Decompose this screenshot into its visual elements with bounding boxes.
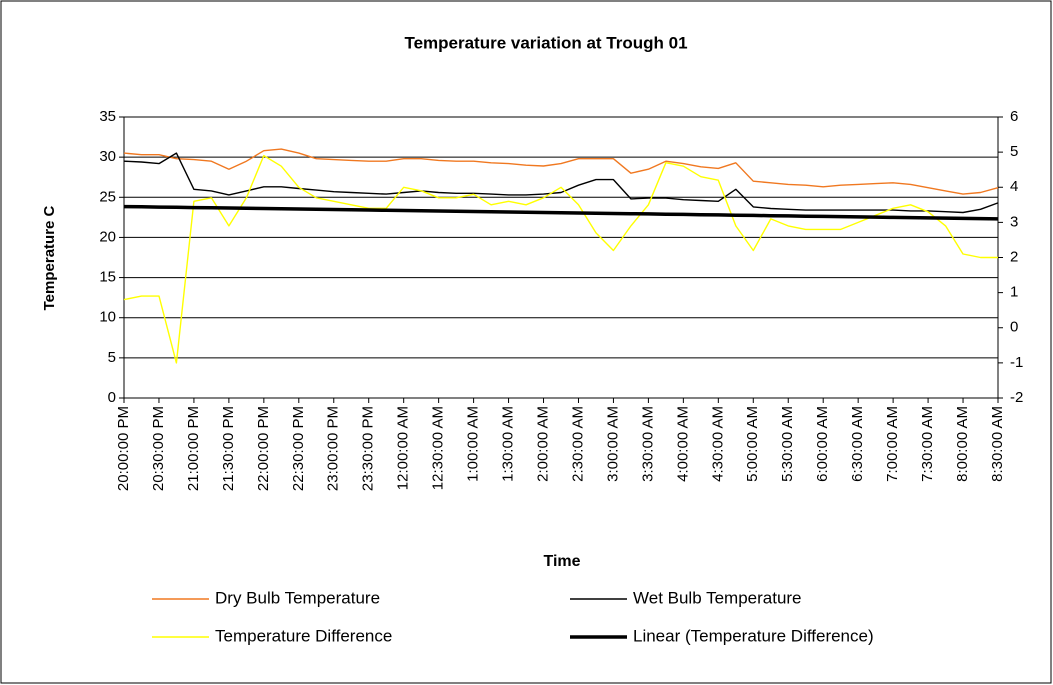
x-tick-label: 23:00:00 PM	[325, 406, 342, 491]
x-tick-label: 2:30:00 AM	[569, 406, 586, 482]
y-tick-label: 10	[99, 309, 116, 326]
y2-tick-label: 1	[1010, 284, 1018, 301]
x-tick-label: 20:30:00 PM	[150, 406, 167, 491]
x-tick-label: 23:30:00 PM	[360, 406, 377, 491]
y-tick-label: 35	[99, 108, 116, 125]
y2-tick-label: 0	[1010, 319, 1018, 336]
x-tick-label: 22:00:00 PM	[255, 406, 272, 491]
chart-title: Temperature variation at Trough 01	[404, 33, 687, 52]
x-tick-label: 3:30:00 AM	[639, 406, 656, 482]
x-tick-label: 1:00:00 AM	[465, 406, 482, 482]
x-tick-label: 21:00:00 PM	[185, 406, 202, 491]
y-tick-label: 0	[108, 389, 116, 406]
y-tick-label: 15	[99, 269, 116, 286]
x-tick-label: 8:30:00 AM	[989, 406, 1006, 482]
legend-label: Wet Bulb Temperature	[633, 588, 802, 607]
series-line	[123, 148, 999, 195]
y2-tick-label: 6	[1010, 108, 1018, 125]
y-tick-label: 25	[99, 188, 116, 205]
x-tick-label: 7:00:00 AM	[884, 406, 901, 482]
legend-label: Linear (Temperature Difference)	[633, 626, 874, 645]
x-tick-label: 7:30:00 AM	[919, 406, 936, 482]
legend-label: Dry Bulb Temperature	[215, 588, 380, 607]
x-axis-title: Time	[543, 553, 580, 570]
y-axis-title: Temperature C	[41, 205, 58, 310]
x-tick-label: 3:00:00 AM	[604, 406, 621, 482]
x-tick-label: 5:00:00 AM	[744, 406, 761, 482]
y2-tick-label: -1	[1010, 354, 1023, 371]
x-tick-label: 6:00:00 AM	[814, 406, 831, 482]
y-tick-label: 5	[108, 349, 116, 366]
x-tick-label: 2:00:00 AM	[534, 406, 551, 482]
x-tick-label: 21:30:00 PM	[220, 406, 237, 491]
y-tick-label: 30	[99, 148, 116, 165]
x-tick-label: 4:00:00 AM	[674, 406, 691, 482]
series-line	[123, 204, 999, 221]
x-tick-label: 20:00:00 PM	[115, 406, 132, 491]
x-tick-label: 12:30:00 AM	[430, 406, 447, 490]
y-tick-label: 20	[99, 228, 116, 245]
x-tick-label: 5:30:00 AM	[779, 406, 796, 482]
y2-tick-label: 4	[1010, 178, 1018, 195]
x-tick-label: 22:30:00 PM	[290, 406, 307, 491]
x-tick-label: 12:00:00 AM	[395, 406, 412, 490]
x-tick-label: 1:30:00 AM	[500, 406, 517, 482]
y2-tick-label: 3	[1010, 213, 1018, 230]
series-line	[123, 152, 999, 214]
y2-tick-label: -2	[1010, 389, 1023, 406]
series-line	[123, 154, 998, 364]
x-tick-label: 8:00:00 AM	[954, 406, 971, 482]
y2-tick-label: 5	[1010, 143, 1018, 160]
x-tick-label: 6:30:00 AM	[849, 406, 866, 482]
x-tick-label: 4:30:00 AM	[709, 406, 726, 482]
y2-tick-label: 2	[1010, 248, 1018, 265]
legend-label: Temperature Difference	[215, 626, 392, 645]
